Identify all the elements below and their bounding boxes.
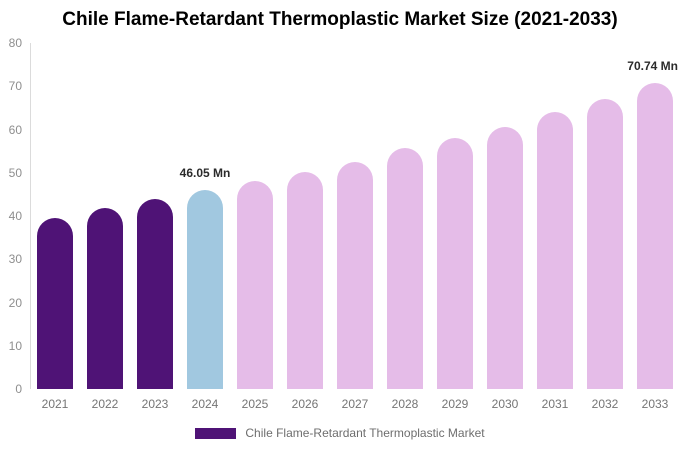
x-tick-label: 2023 [141,397,169,411]
x-tick-label: 2031 [541,397,569,411]
x-tick-label: 2025 [241,397,269,411]
y-tick-label: 0 [15,382,22,396]
legend-label: Chile Flame-Retardant Thermoplastic Mark… [245,426,485,440]
x-tick-label: 2030 [491,397,519,411]
bar-2026[interactable] [287,171,323,389]
bar-2028[interactable] [387,148,423,389]
chart-title: Chile Flame-Retardant Thermoplastic Mark… [62,9,618,30]
data-label: 70.74 Mn [627,59,678,74]
y-tick-label: 20 [8,295,22,310]
x-tick-label: 2021 [41,397,69,411]
x-tick-label: 2029 [441,397,469,411]
x-tick-label: 2024 [191,397,219,411]
x-tick-label: 2026 [291,397,319,411]
bar-2024[interactable] [187,189,223,389]
bar-2027[interactable] [337,161,373,389]
bar-2023[interactable] [137,199,173,389]
x-tick-label: 2032 [591,397,619,411]
y-tick-label: 40 [8,209,22,223]
bar-2021[interactable] [37,217,73,389]
data-label: 46.05 Mn [179,165,231,180]
y-axis-line [30,43,31,389]
y-tick-label: 80 [8,36,22,50]
bar-2025[interactable] [237,180,273,389]
y-tick-label: 30 [8,252,22,267]
bar-2032[interactable] [587,99,623,389]
y-tick-label: 70 [8,79,22,94]
x-tick-label: 2027 [341,397,369,411]
x-tick-label: 2033 [641,397,669,411]
y-tick-label: 60 [8,122,22,137]
bar-2029[interactable] [437,138,473,389]
y-tick-label: 50 [8,165,22,180]
bar-2030[interactable] [487,126,523,389]
legend-swatch [195,427,237,439]
x-tick-label: 2022 [91,397,119,411]
bar-2022[interactable] [87,208,123,389]
legend[interactable]: Chile Flame-Retardant Thermoplastic Mark… [0,426,680,440]
bar-2033[interactable] [637,83,673,389]
bar-2031[interactable] [537,112,573,389]
y-tick-label: 10 [8,338,22,353]
x-tick-label: 2028 [391,397,419,411]
